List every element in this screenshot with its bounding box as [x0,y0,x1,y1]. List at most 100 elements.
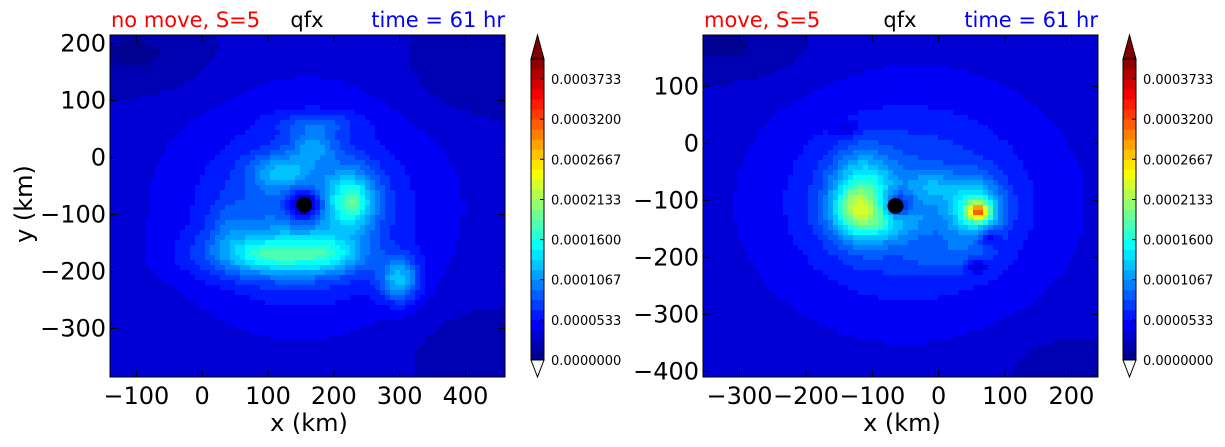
contour-cell [305,85,311,91]
contour-cell [295,100,301,106]
contour-cell [435,310,441,316]
contour-cell [365,255,371,261]
contour-cell [430,180,436,186]
contour-cell [305,335,311,341]
contour-cell [350,40,356,46]
contour-cell [110,145,116,151]
contour-cell [270,340,276,346]
contour-cell [475,120,481,126]
contour-cell [370,60,376,66]
contour-cell [430,245,436,251]
contour-cell [340,205,346,211]
contour-cell [115,95,121,101]
contour-cell [110,225,116,231]
contour-cell [485,260,491,266]
contour-cell [290,190,296,196]
contour-cell [335,210,341,216]
contour-cell [380,270,386,276]
contour-cell [395,120,401,126]
contour-cell [200,230,206,236]
contour-cell [270,130,276,136]
contour-cell [450,320,456,326]
contour-cell [320,330,326,336]
contour-cell [440,160,446,166]
contour-cell [405,305,411,311]
contour-cell [200,35,206,41]
contour-cell [210,250,216,256]
contour-cell [425,90,431,96]
contour-cell [405,110,411,116]
contour-cell [115,310,121,316]
contour-cell [255,60,261,66]
contour-cell [110,240,116,246]
contour-cell [130,45,136,51]
contour-cell [260,80,266,86]
contour-cell [175,100,181,106]
contour-cell [185,190,191,196]
contour-cell [245,250,251,256]
contour-cell [300,35,306,41]
contour-cell [460,340,466,346]
contour-cell [250,255,256,261]
contour-cell [420,130,426,136]
contour-cell [245,65,251,71]
contour-cell [155,275,161,281]
contour-cell [475,230,481,236]
contour-cell [465,205,471,211]
contour-cell [295,225,301,231]
contour-cell [205,155,211,161]
contour-cell [405,310,411,316]
contour-cell [500,310,505,316]
contour-cell [160,235,166,241]
contour-cell [280,240,286,246]
contour-cell [310,90,316,96]
contour-cell [365,35,371,41]
contour-cell [445,285,451,291]
contour-cell [490,290,496,296]
contour-cell [465,105,471,111]
contour-cell [380,285,386,291]
contour-cell [370,235,376,241]
contour-cell [155,300,161,306]
contour-cell [490,205,496,211]
contour-cell [245,175,251,181]
contour-cell [325,140,331,146]
contour-cell [420,230,426,236]
contour-cell [275,115,281,121]
contour-cell [280,325,286,331]
contour-cell [345,215,351,221]
contour-cell [185,230,191,236]
contour-cell [445,95,451,101]
contour-cell [260,125,266,131]
contour-cell [445,315,451,321]
contour-cell [145,100,151,106]
contour-cell [485,240,491,246]
contour-cell [195,50,201,56]
contour-cell [375,330,381,336]
contour-cell [215,70,221,76]
contour-cell [290,50,296,56]
contour-cell [345,210,351,216]
contour-cell [135,250,141,256]
contour-cell [495,195,501,201]
contour-cell [330,240,336,246]
contour-cell [120,335,126,341]
contour-cell [400,265,406,271]
contour-cell [280,175,286,181]
contour-cell [110,95,116,101]
contour-cell [190,195,196,201]
contour-cell [205,280,211,286]
contour-cell [470,315,476,321]
contour-cell [295,285,301,291]
contour-cell [230,130,236,136]
contour-cell [330,50,336,56]
contour-cell [155,75,161,81]
contour-cell [165,160,171,166]
contour-cell [115,115,121,121]
contour-cell [200,50,206,56]
contour-cell [495,315,501,321]
contour-cell [145,220,151,226]
contour-cell [115,55,121,61]
contour-cell [425,340,431,346]
contour-cell [260,250,266,256]
